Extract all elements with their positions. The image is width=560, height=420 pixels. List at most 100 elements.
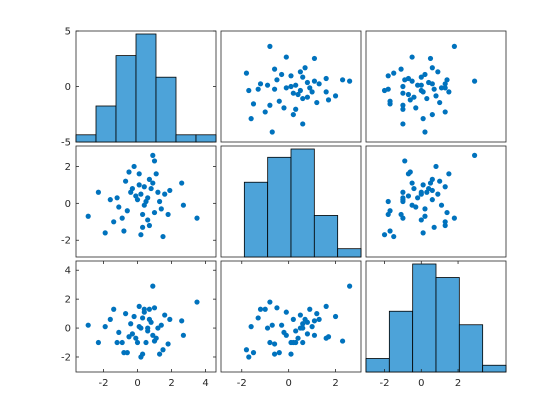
scatter-point	[398, 211, 404, 218]
scatter-point	[405, 193, 412, 199]
scatter-point	[123, 178, 129, 184]
histogram-bar	[175, 134, 197, 143]
scatter-point	[248, 116, 254, 122]
scatter-point	[157, 351, 163, 357]
scatter-point	[431, 86, 437, 92]
scatter-point	[165, 211, 171, 218]
scatter-point	[391, 233, 397, 240]
scatter-point	[471, 152, 478, 158]
scatter-point	[451, 215, 457, 221]
scatter-point	[429, 111, 435, 118]
scatter-point	[323, 335, 329, 341]
scatter-point	[300, 325, 306, 331]
scatter-point	[446, 89, 452, 95]
scatter-point	[391, 70, 397, 76]
y-tick-label: -5	[61, 138, 71, 149]
scatter-point	[297, 312, 303, 318]
scatter-point	[262, 109, 268, 115]
scatter-point	[146, 306, 152, 312]
x-tick-label: 2	[168, 378, 174, 389]
scatter-point	[307, 306, 313, 312]
scatter-point	[311, 332, 318, 338]
scatter-point	[325, 97, 332, 103]
scatter-point	[155, 189, 161, 195]
scatter-point	[409, 54, 415, 60]
scatter-point	[194, 299, 200, 305]
scatter-point	[116, 204, 122, 210]
scatter-point	[300, 74, 306, 80]
scatter-point	[133, 335, 139, 341]
panel-r2-c1	[75, 145, 217, 258]
scatter-point	[167, 316, 173, 322]
scatter-point	[451, 43, 457, 49]
scatter-point	[140, 351, 146, 357]
scatter-point	[255, 86, 261, 92]
scatter-point	[420, 182, 426, 188]
scatter-point	[427, 55, 434, 62]
scatter-point	[95, 189, 101, 195]
scatter-point	[471, 78, 478, 84]
scatter-point	[114, 339, 120, 346]
scatter-point	[418, 217, 424, 223]
scatter-point	[283, 54, 289, 60]
scatter-point	[295, 335, 301, 341]
scatter-point	[194, 215, 200, 221]
scatter-point	[148, 319, 154, 325]
x-tick-label: -2	[99, 378, 109, 389]
scatter-point	[300, 121, 306, 127]
scatter-point	[347, 78, 353, 84]
scatter-point	[145, 195, 151, 201]
scatter-point	[415, 195, 421, 201]
scatter-point	[339, 77, 346, 83]
scatter-point	[309, 324, 315, 330]
scatter-point	[314, 99, 320, 106]
scatter-point	[119, 215, 125, 221]
scatter-point	[293, 328, 299, 334]
scatter-point	[264, 82, 271, 88]
scatter-point	[411, 94, 417, 100]
histogram-bar	[412, 263, 437, 373]
scatter-point	[424, 95, 430, 102]
histogram-bar	[290, 148, 315, 258]
scatter-point	[140, 315, 146, 321]
scatter-point	[271, 341, 278, 347]
scatter-point	[138, 325, 144, 331]
scatter-point	[140, 224, 146, 230]
scatter-point	[136, 171, 142, 177]
panel-r2-c3	[365, 145, 507, 258]
scatter-point	[279, 322, 285, 328]
scatter-point	[243, 347, 250, 353]
y-tick-label: 0	[65, 324, 71, 335]
scatter-point	[433, 93, 439, 99]
panel-r3-c3	[365, 260, 507, 373]
scatter-point	[131, 163, 137, 170]
scatter-point	[267, 102, 273, 108]
scatter-point	[160, 233, 166, 240]
scatter-point	[307, 85, 313, 91]
scatter-point	[276, 98, 282, 104]
scatter-point	[398, 66, 404, 72]
scatter-point	[405, 171, 412, 177]
scatter-point	[269, 129, 275, 135]
scatter-point	[151, 158, 158, 164]
scatter-point	[148, 185, 154, 192]
scatter-point	[427, 180, 434, 186]
scatter-point	[311, 318, 318, 324]
scatter-point	[418, 87, 424, 94]
scatter-point	[138, 232, 144, 238]
scatter-point	[442, 109, 448, 115]
scatter-point	[418, 189, 424, 195]
scatter-point	[145, 328, 151, 334]
scatter-point	[429, 197, 435, 203]
scatter-point	[314, 311, 320, 317]
scatter-point	[415, 82, 421, 88]
scatter-point	[157, 198, 163, 205]
scatter-point	[262, 306, 268, 312]
scatter-point	[281, 105, 287, 111]
histogram-bar	[135, 33, 157, 143]
scatter-point	[290, 316, 296, 322]
scatter-point	[151, 209, 158, 216]
scatter-point	[179, 180, 185, 186]
scatter-point	[111, 306, 117, 312]
scatter-point	[437, 178, 443, 184]
